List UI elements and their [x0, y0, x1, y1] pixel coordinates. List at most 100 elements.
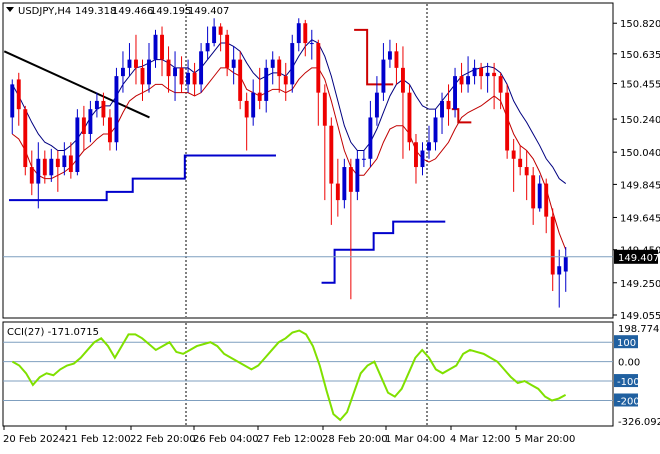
- candle: [244, 92, 249, 151]
- candle-body: [179, 67, 184, 85]
- candle-body: [511, 150, 516, 159]
- candle: [23, 105, 28, 176]
- candle-body: [277, 59, 282, 77]
- step-line: [9, 154, 276, 202]
- candle-body: [199, 51, 204, 85]
- candle-body: [348, 167, 353, 192]
- candle: [329, 117, 334, 225]
- candle-body: [303, 23, 308, 44]
- candle-body: [563, 256, 568, 272]
- price-pane[interactable]: [2, 2, 614, 319]
- candle: [544, 178, 549, 234]
- candle-body: [316, 43, 321, 93]
- cci-level-badge: [614, 335, 638, 349]
- candle: [479, 62, 484, 90]
- triangle-down-icon[interactable]: [6, 7, 14, 12]
- candle-body: [472, 67, 477, 77]
- candle-body: [557, 266, 562, 275]
- candle-body: [505, 92, 510, 151]
- candle-body: [296, 23, 301, 44]
- candle-body: [218, 26, 223, 35]
- candle: [42, 150, 47, 184]
- candle-body: [453, 76, 457, 110]
- candle: [55, 150, 60, 192]
- cci-line: [11, 329, 567, 422]
- candle-body: [153, 34, 158, 60]
- candle: [75, 109, 80, 176]
- candle-body: [446, 100, 451, 110]
- candle-body: [485, 72, 490, 77]
- candle-body: [166, 59, 171, 77]
- candle: [563, 247, 568, 292]
- candle: [192, 62, 197, 96]
- candle: [446, 84, 451, 126]
- candle-body: [81, 117, 86, 134]
- time-tick-label: 5 Mar 20:00: [515, 434, 575, 445]
- candle: [179, 56, 184, 93]
- candle: [283, 62, 288, 101]
- candle: [36, 142, 41, 209]
- candle: [238, 51, 243, 110]
- candle-body: [42, 158, 47, 176]
- candle-body: [329, 125, 334, 184]
- candle-body: [225, 34, 230, 68]
- candle-body: [401, 67, 405, 93]
- candle-body: [420, 150, 425, 168]
- candle: [153, 29, 158, 68]
- candle: [264, 59, 269, 113]
- candle: [62, 142, 67, 176]
- cci-axis: 198.7743 100 0.00 -100 -200 -326.0929: [614, 324, 660, 428]
- current-price-box: [614, 249, 658, 264]
- candle: [303, 19, 308, 57]
- candle-body: [427, 142, 431, 151]
- cci-tick-label: 100: [617, 338, 636, 349]
- candle-body: [433, 117, 438, 143]
- candle-body: [23, 109, 28, 168]
- candle: [440, 92, 444, 134]
- candle-body: [88, 109, 93, 134]
- candle-body: [492, 72, 497, 77]
- candle: [550, 208, 555, 292]
- candle: [361, 150, 366, 168]
- price-plot: [3, 18, 613, 308]
- candle: [101, 92, 106, 126]
- candle-body: [49, 158, 54, 176]
- price-grid: [185, 4, 428, 425]
- candle-body: [387, 51, 392, 60]
- time-tick-label: 27 Feb 12:00: [257, 434, 323, 445]
- candle-body: [212, 26, 217, 44]
- candle-body: [524, 167, 529, 176]
- candle-body: [257, 92, 262, 101]
- candle-body: [36, 158, 41, 184]
- candle: [147, 43, 151, 93]
- candle-body: [381, 59, 386, 93]
- cci-tick-label: 198.7743: [618, 324, 660, 335]
- candle-body: [114, 76, 119, 143]
- candle-body: [335, 183, 340, 201]
- candle-body: [101, 100, 106, 118]
- cci-plot: [3, 329, 613, 422]
- candle: [322, 84, 327, 201]
- candle: [10, 79, 15, 134]
- candle-body: [147, 59, 151, 85]
- candle: [225, 29, 230, 77]
- candle-body: [238, 59, 243, 101]
- cci-tick-label: -100: [617, 377, 640, 388]
- candle-body: [231, 59, 236, 68]
- candle: [381, 43, 386, 101]
- candle: [186, 59, 191, 93]
- candle-body: [290, 43, 295, 85]
- candle-body: [10, 84, 15, 118]
- candle: [316, 39, 321, 126]
- candle: [296, 18, 301, 52]
- candle-body: [531, 175, 536, 209]
- candle: [16, 72, 21, 126]
- candle-body: [394, 51, 399, 68]
- candle: [420, 142, 425, 176]
- time-tick-label: 1 Mar 04:00: [385, 434, 445, 445]
- candle: [81, 105, 86, 151]
- price-tick-label: 149.845: [620, 180, 660, 191]
- candle: [88, 100, 93, 143]
